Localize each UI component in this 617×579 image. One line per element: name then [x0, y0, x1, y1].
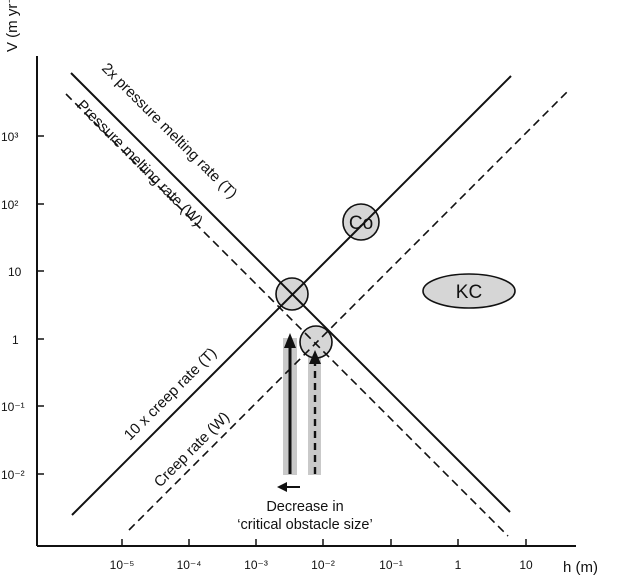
- y-tick-label: 1: [12, 333, 19, 347]
- solid-up-arrow: [284, 333, 296, 474]
- x-tick-marks: [121, 539, 527, 546]
- creep-w-label: Creep rate (W): [151, 409, 233, 491]
- x-tick-label: 1: [455, 558, 462, 572]
- co-label: Co: [349, 213, 373, 234]
- y-tick-label: 10: [8, 265, 22, 279]
- annotation-line-1: Decrease in: [266, 499, 343, 515]
- y-axis-label: V (m yr⁻¹): [4, 0, 21, 52]
- pressure-melting-w-line: [65, 93, 509, 537]
- x-tick-label: 10⁻¹: [379, 558, 403, 572]
- kc-label: KC: [456, 282, 482, 303]
- y-tick-marks: [37, 135, 44, 475]
- x-tick-label: 10⁻⁵: [110, 558, 135, 572]
- y-tick-label: 10³: [1, 130, 18, 144]
- pressure-melting-w-label: Pressure melting rate (W): [73, 97, 206, 230]
- x-tick-label: 10⁻⁴: [177, 558, 202, 572]
- kc-ellipse: [422, 273, 516, 309]
- y-tick-label: 10⁻¹: [1, 400, 25, 414]
- dashed-up-arrow: [309, 350, 321, 474]
- x-tick-label: 10⁻³: [244, 558, 268, 572]
- y-tick-label: 10⁻²: [1, 468, 25, 482]
- annotation-line-2: ‘critical obstacle size’: [237, 517, 372, 533]
- left-arrow: [277, 482, 300, 492]
- creep-t-line: [71, 75, 512, 516]
- co-circle: [342, 203, 380, 241]
- x-tick-label: 10⁻²: [311, 558, 335, 572]
- pressure-melting-t-line: [70, 72, 511, 513]
- x-tick-label: 10: [519, 558, 533, 572]
- y-tick-label: 10²: [1, 198, 18, 212]
- x-axis-label: h (m): [563, 559, 598, 576]
